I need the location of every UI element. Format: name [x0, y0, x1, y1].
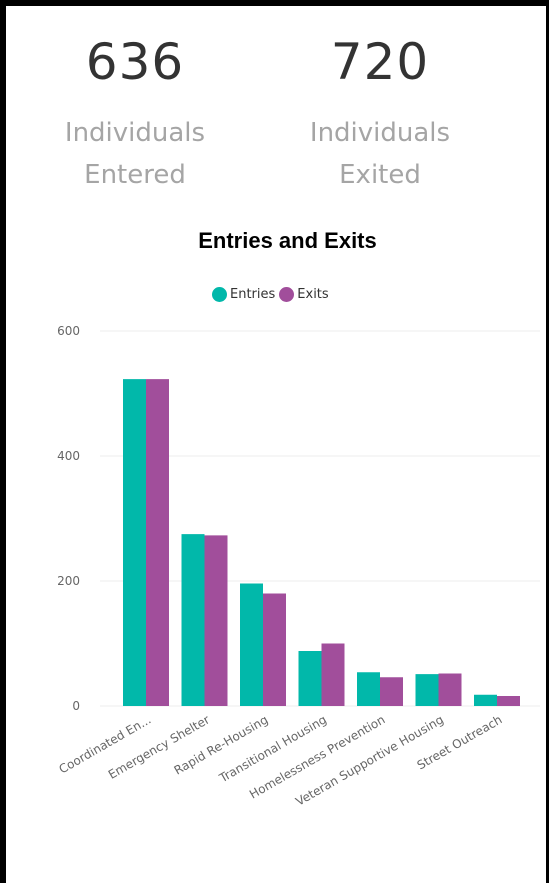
kpi-card-exited: 720 Individuals Exited	[280, 30, 480, 196]
y-tick-label: 200	[57, 574, 80, 588]
bar-exits-0[interactable]	[146, 379, 169, 706]
chart-title: Entries and Exits	[198, 228, 377, 253]
chart-legend[interactable]: Entries Exits	[212, 284, 333, 304]
legend-item-exits[interactable]: Exits	[279, 286, 329, 302]
bar-exits-3[interactable]	[321, 643, 345, 707]
bar-entries-2[interactable]	[240, 583, 263, 707]
x-category-label: Emergency Shelter	[106, 712, 212, 781]
x-category-label: Coordinated En...	[57, 712, 154, 776]
legend-dot-entries	[212, 286, 227, 302]
bar-entries-6[interactable]	[474, 694, 497, 706]
bar-exits-5[interactable]	[438, 673, 462, 707]
legend-label-entries: Entries	[230, 286, 276, 302]
bar-entries-1[interactable]	[181, 534, 205, 706]
bar-entries-0[interactable]	[123, 379, 146, 706]
bar-entries-5[interactable]	[415, 674, 439, 706]
y-tick-label: 400	[57, 449, 80, 463]
kpi-value-entered: 636	[85, 33, 185, 91]
legend-item-entries[interactable]: Entries	[212, 286, 276, 302]
bar-exits-4[interactable]	[380, 677, 403, 706]
bar-exits-2[interactable]	[263, 593, 286, 707]
kpi-card-entered: 636 Individuals Entered	[35, 30, 235, 196]
bar-exits-6[interactable]	[497, 696, 520, 706]
legend-dot-exits	[279, 286, 295, 302]
bar-entries-3[interactable]	[298, 651, 322, 706]
kpi-label-entered: Individuals Entered	[64, 118, 206, 190]
y-tick-label: 600	[57, 324, 80, 338]
bar-entries-4[interactable]	[357, 672, 380, 706]
legend-label-exits: Exits	[297, 286, 329, 302]
y-tick-label: 0	[72, 699, 80, 713]
kpi-label-exited: Individuals Exited	[309, 118, 451, 190]
kpi-value-exited: 720	[330, 33, 430, 91]
bar-exits-1[interactable]	[204, 535, 228, 706]
